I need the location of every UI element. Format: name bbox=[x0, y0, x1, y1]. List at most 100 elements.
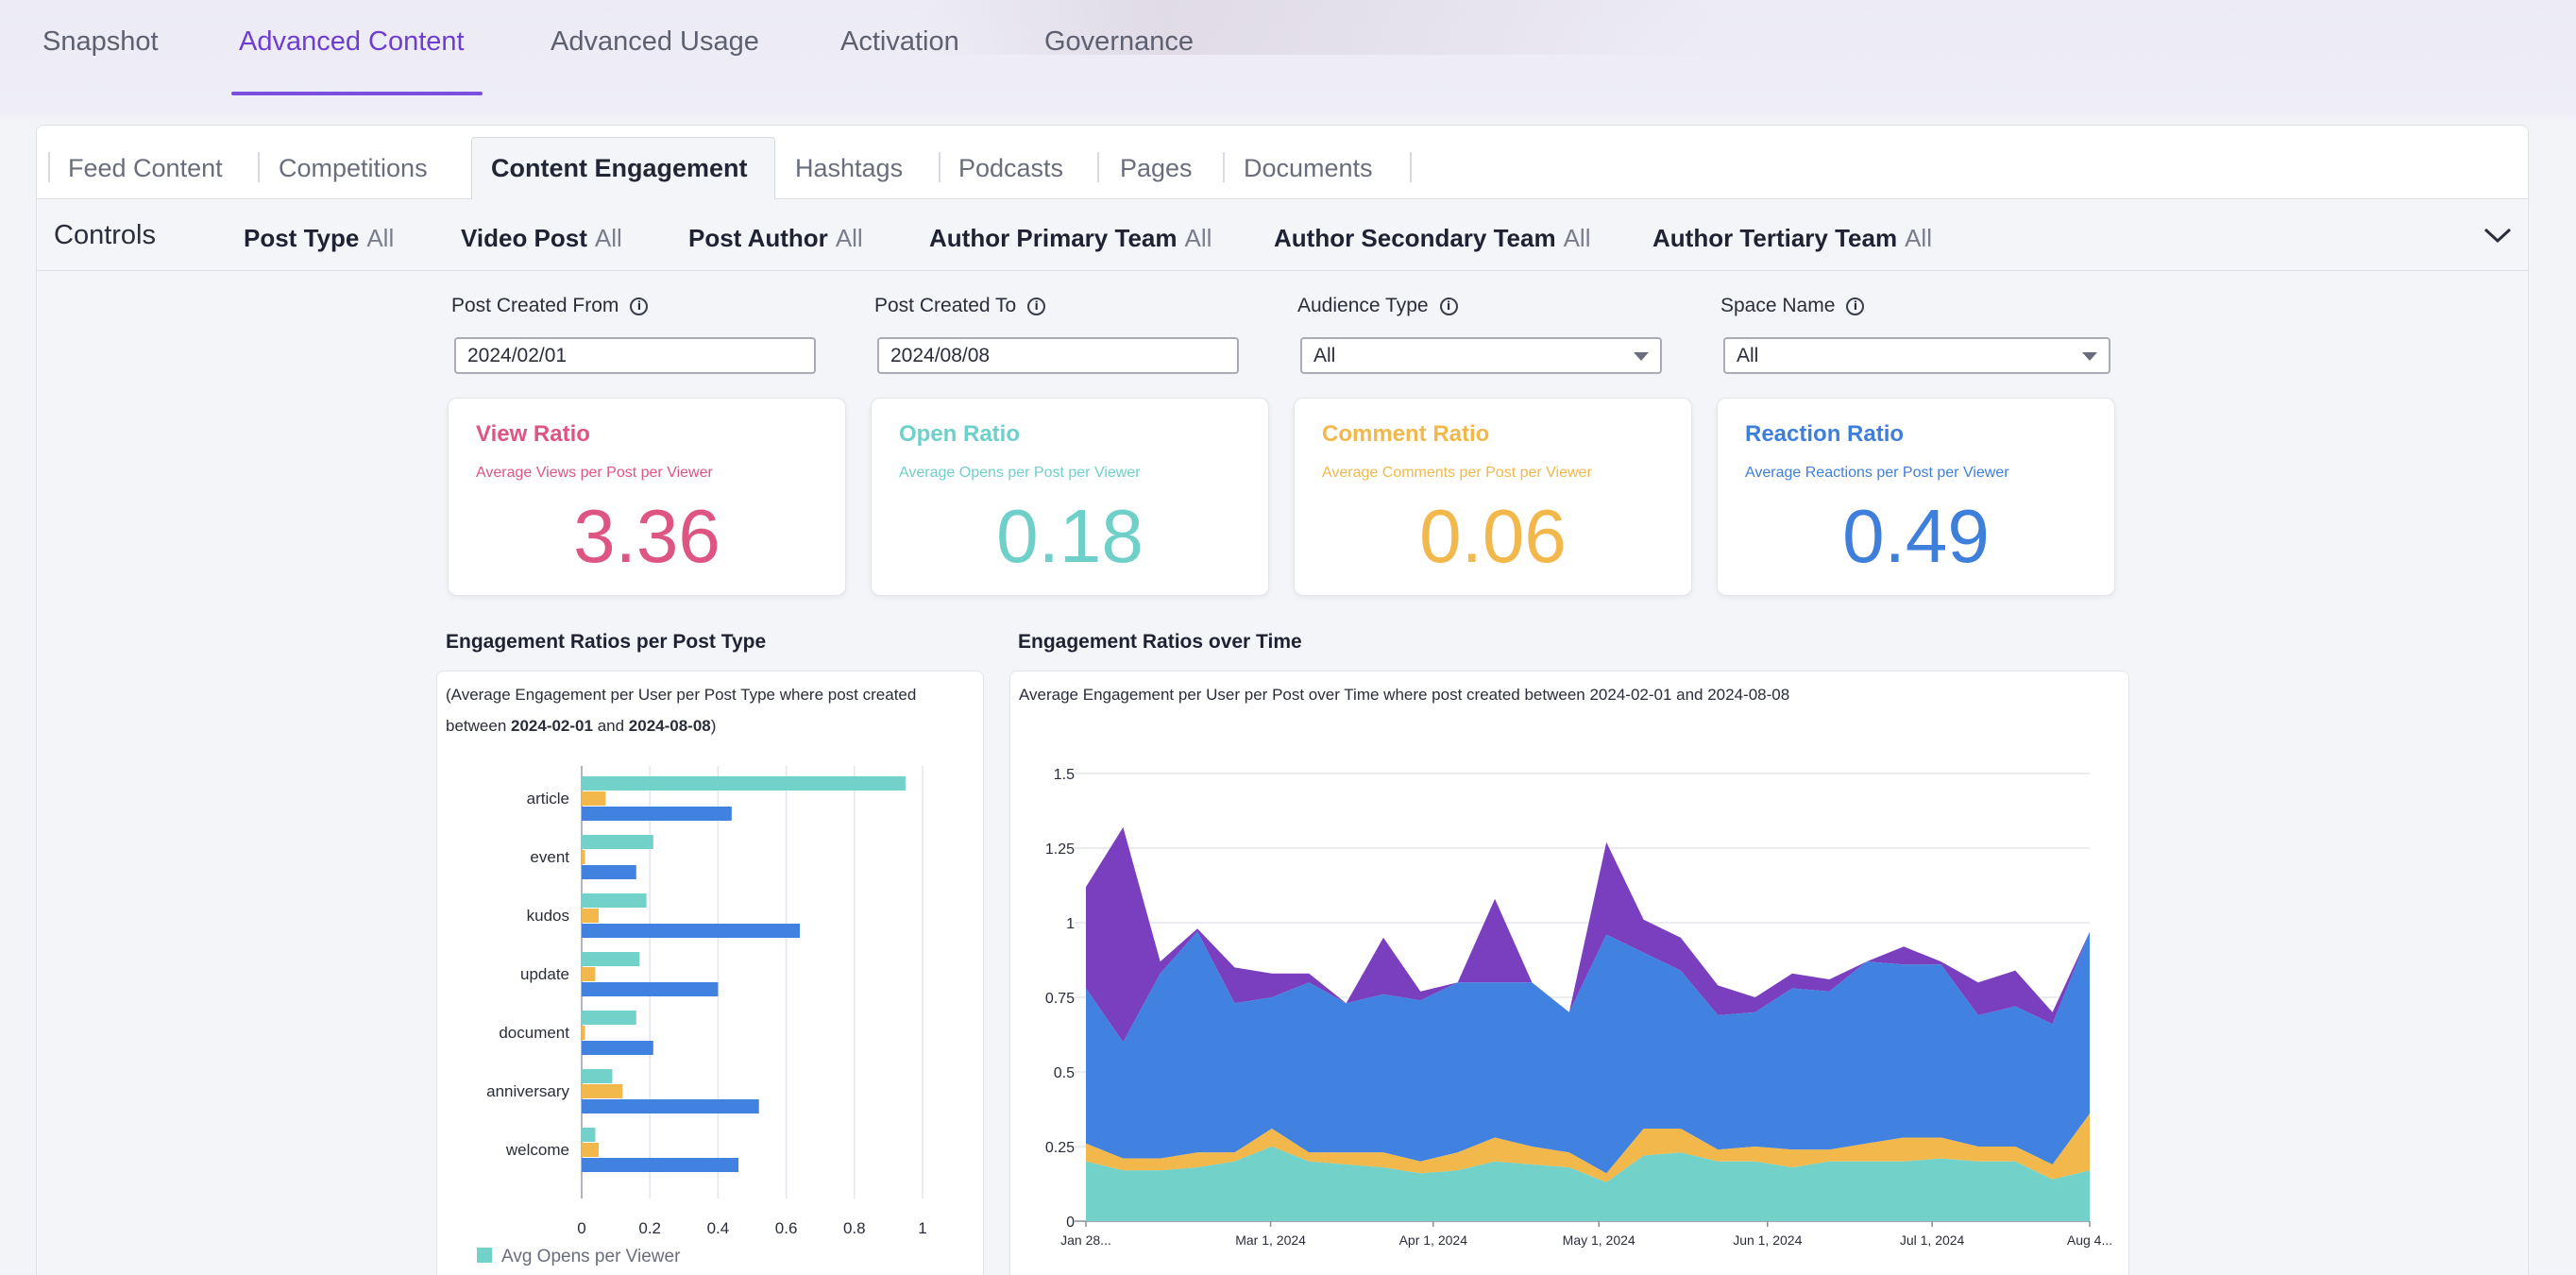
control-author-secondary-team[interactable]: Author Secondary Team All bbox=[1274, 224, 1591, 253]
control-value: All bbox=[835, 224, 863, 252]
area-series-opens bbox=[1086, 1147, 2090, 1221]
kpi-card-reaction-ratio: Reaction Ratio Average Reactions per Pos… bbox=[1717, 398, 2115, 596]
area-series-views bbox=[1086, 826, 2090, 1043]
area-series-comments bbox=[1086, 1114, 2090, 1182]
kpi-subtitle: Average Opens per Post per Viewer bbox=[899, 465, 1141, 481]
kpi-card-comment-ratio: Comment Ratio Average Comments per Post … bbox=[1294, 398, 1692, 596]
bar-chart-bar bbox=[582, 807, 732, 821]
bar-chart-x-tick: 0.4 bbox=[707, 1219, 730, 1237]
kpi-title: Open Ratio bbox=[899, 421, 1021, 447]
space-name-label: Space Name i bbox=[1720, 295, 1865, 317]
info-icon[interactable]: i bbox=[1846, 297, 1865, 315]
tab-snapshot[interactable]: Snapshot bbox=[42, 26, 159, 57]
bar-chart-bar bbox=[582, 1143, 600, 1157]
control-value: All bbox=[1905, 224, 1932, 252]
bar-chart-bar bbox=[582, 1011, 636, 1025]
bar-chart-category-label: kudos bbox=[527, 907, 569, 925]
control-label: Video Post bbox=[461, 224, 587, 252]
control-post-type[interactable]: Post Type All bbox=[244, 224, 394, 253]
bar-chart-bar bbox=[582, 1099, 759, 1114]
bar-chart-bar bbox=[582, 1026, 585, 1040]
bar-chart-category-label: event bbox=[530, 848, 569, 866]
space-name-select[interactable]: All bbox=[1723, 337, 2110, 374]
area-chart-title: Engagement Ratios over Time bbox=[1018, 631, 1302, 653]
bar-chart-x-tick: 0 bbox=[577, 1219, 585, 1237]
area-chart-y-tick: 1 bbox=[1066, 916, 1075, 932]
control-label: Author Primary Team bbox=[929, 224, 1178, 252]
controls-bar: Controls Post Type All Video Post All Post… bbox=[37, 199, 2528, 271]
kpi-title: View Ratio bbox=[476, 421, 590, 447]
area-chart-x-tick: Mar 1, 2024 bbox=[1235, 1232, 1306, 1248]
bar-chart-bar bbox=[582, 952, 640, 966]
post-created-to-label: Post Created To i bbox=[874, 295, 1046, 317]
bar-chart-category-label: anniversary bbox=[486, 1082, 569, 1100]
sub-tab-pages[interactable]: Pages bbox=[1120, 154, 1193, 182]
post-created-from-input[interactable] bbox=[454, 337, 816, 374]
kpi-title: Reaction Ratio bbox=[1745, 421, 1905, 447]
info-icon[interactable]: i bbox=[1027, 297, 1046, 315]
control-author-tertiary-team[interactable]: Author Tertiary Team All bbox=[1652, 224, 1932, 253]
area-chart-x-tick: Apr 1, 2024 bbox=[1399, 1232, 1468, 1248]
bar-chart-bar bbox=[582, 850, 585, 864]
sub-tab-feed-content[interactable]: Feed Content bbox=[68, 154, 223, 182]
kpi-value: 3.36 bbox=[573, 494, 720, 578]
bar-chart-bar bbox=[582, 1041, 653, 1055]
controls-title: Controls bbox=[54, 220, 156, 250]
bar-chart-title: Engagement Ratios per Post Type bbox=[446, 631, 767, 653]
area-chart-y-tick: 0.75 bbox=[1045, 991, 1075, 1007]
chevron-down-icon[interactable] bbox=[2483, 222, 2513, 248]
sub-tab-hashtags[interactable]: Hashtags bbox=[795, 154, 904, 182]
control-author-primary-team[interactable]: Author Primary Team All bbox=[929, 224, 1212, 253]
control-video-post[interactable]: Video Post All bbox=[461, 224, 622, 253]
sub-tab-documents[interactable]: Documents bbox=[1244, 154, 1373, 182]
post-created-to-input[interactable] bbox=[877, 337, 1239, 374]
post-created-from-label-text: Post Created From bbox=[451, 295, 619, 316]
sub-tab-podcasts[interactable]: Podcasts bbox=[958, 154, 1064, 182]
bar-chart-x-tick: 0.2 bbox=[638, 1219, 661, 1237]
bar-chart-category-label: document bbox=[499, 1024, 569, 1042]
control-value: All bbox=[366, 224, 395, 252]
dropdown-arrow-icon bbox=[2082, 352, 2097, 361]
post-created-from-label: Post Created From i bbox=[451, 295, 649, 317]
tab-governance[interactable]: Governance bbox=[1044, 26, 1194, 57]
bar-chart-subtitle-from: 2024-02-01 bbox=[511, 717, 593, 735]
kpi-card-open-ratio: Open Ratio Average Opens per Post per Vi… bbox=[871, 398, 1269, 596]
area-chart-x-tick: May 1, 2024 bbox=[1563, 1232, 1635, 1248]
area-chart-y-tick: 1.5 bbox=[1054, 767, 1075, 783]
bar-chart-bar bbox=[582, 893, 647, 908]
tab-activation[interactable]: Activation bbox=[840, 26, 959, 57]
control-value: All bbox=[1184, 224, 1212, 252]
info-icon[interactable]: i bbox=[630, 297, 649, 315]
bar-chart-bar bbox=[582, 791, 606, 806]
bar-chart-bar bbox=[582, 1069, 613, 1083]
area-chart-panel: Average Engagement per User per Post ove… bbox=[1009, 671, 2129, 1275]
audience-type-select[interactable]: All bbox=[1300, 337, 1662, 374]
kpi-title: Comment Ratio bbox=[1322, 421, 1490, 447]
info-icon[interactable]: i bbox=[1439, 297, 1458, 315]
bar-chart-subtitle: (Average Engagement per User per Post Ty… bbox=[446, 679, 974, 741]
control-label: Post Type bbox=[244, 224, 360, 252]
tab-advanced-usage[interactable]: Advanced Usage bbox=[551, 26, 759, 57]
bar-chart-panel: (Average Engagement per User per Post Ty… bbox=[436, 671, 984, 1275]
kpi-value: 0.18 bbox=[996, 494, 1144, 578]
sub-tab-separator bbox=[939, 152, 941, 182]
space-name-label-text: Space Name bbox=[1720, 295, 1836, 316]
sub-tab-competitions[interactable]: Competitions bbox=[279, 154, 428, 182]
area-chart-y-tick: 0.5 bbox=[1054, 1065, 1075, 1081]
kpi-subtitle: Average Views per Post per Viewer bbox=[476, 465, 713, 481]
post-created-to-label-text: Post Created To bbox=[874, 295, 1017, 316]
bar-chart: 0 0.2 0.4 0.6 0.8 1 article event kudos update doc… bbox=[477, 766, 927, 1266]
tab-advanced-content[interactable]: Advanced Content bbox=[239, 26, 465, 57]
bar-chart-bar bbox=[582, 967, 596, 981]
area-chart: 0 0.25 0.5 0.75 1 1.25 1.5 Jan 28... Mar 1, 2024… bbox=[1045, 767, 2112, 1248]
sub-tab-separator bbox=[48, 152, 50, 182]
control-post-author[interactable]: Post Author All bbox=[688, 224, 863, 253]
control-label: Author Tertiary Team bbox=[1652, 224, 1898, 252]
bar-chart-subtitle-text: (Average Engagement per User per Post Ty… bbox=[446, 686, 917, 735]
bar-chart-bar bbox=[582, 1128, 596, 1142]
area-chart-y-tick: 0.25 bbox=[1045, 1140, 1075, 1156]
sub-tab-content-engagement[interactable]: Content Engagement bbox=[491, 154, 748, 182]
bar-chart-category-label: article bbox=[527, 790, 569, 808]
area-chart-y-tick: 1.25 bbox=[1045, 842, 1075, 858]
control-value: All bbox=[594, 224, 622, 252]
